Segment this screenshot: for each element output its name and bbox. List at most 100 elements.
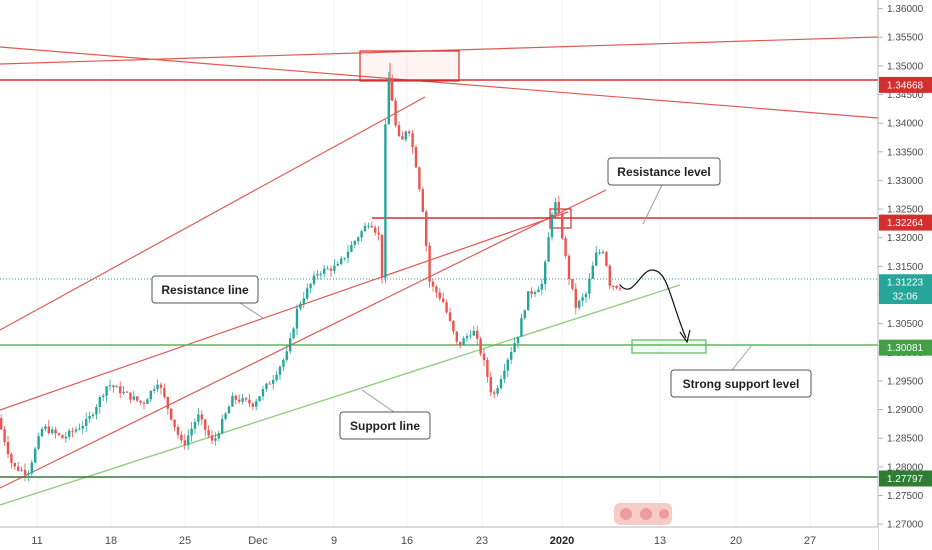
candle-body bbox=[578, 300, 581, 308]
candle-body bbox=[122, 391, 125, 394]
y-tick-label: 1.27500 bbox=[887, 491, 924, 502]
candle-body bbox=[465, 336, 469, 339]
candle-body bbox=[445, 302, 448, 313]
candle-body bbox=[64, 436, 67, 439]
candle-body bbox=[78, 428, 81, 430]
candle-body bbox=[136, 396, 139, 401]
y-tick-label: 1.35000 bbox=[887, 61, 924, 72]
candle-body bbox=[187, 435, 190, 446]
candle-body bbox=[431, 281, 435, 287]
candle-body bbox=[360, 231, 363, 238]
candle-body bbox=[377, 232, 380, 235]
top-resistance-box bbox=[359, 50, 460, 82]
resistance-touch-box bbox=[549, 208, 572, 229]
y-tick-label: 1.28500 bbox=[887, 434, 924, 445]
y-tick-label: 1.32000 bbox=[887, 233, 924, 244]
x-tick-label: 18 bbox=[105, 535, 117, 547]
time-axis[interactable]: 11 18 25 Dec 9 16 23 2020 13 20 27 bbox=[0, 526, 878, 550]
candle-body bbox=[98, 397, 101, 407]
vertical-grid bbox=[36, 0, 811, 527]
candle-body bbox=[346, 251, 350, 258]
candle-body bbox=[190, 428, 193, 436]
candle-body bbox=[10, 454, 13, 463]
y-tick-label: 1.29500 bbox=[887, 376, 924, 387]
candles bbox=[0, 63, 622, 482]
candle-body bbox=[159, 384, 163, 388]
y-tick-label: 1.33500 bbox=[887, 147, 924, 158]
candle-body bbox=[479, 338, 482, 354]
candle-body bbox=[550, 214, 554, 238]
candle-body bbox=[598, 252, 601, 254]
candle-body bbox=[129, 392, 132, 400]
plot-area bbox=[0, 0, 878, 518]
candle-body bbox=[336, 263, 339, 266]
candle-body bbox=[278, 366, 282, 375]
callout-strong-support-level: Strong support level bbox=[670, 344, 812, 398]
uptrend-channel-top-line bbox=[0, 96, 426, 331]
candle-body bbox=[438, 292, 441, 299]
y-tick-label: 1.30500 bbox=[887, 319, 924, 330]
candle-body bbox=[306, 288, 309, 299]
candle-body bbox=[17, 466, 20, 471]
candle-body bbox=[71, 430, 74, 432]
candle-body bbox=[499, 379, 503, 389]
candle-body bbox=[234, 395, 237, 400]
y-tick-label: 1.36000 bbox=[887, 4, 924, 15]
candle-body bbox=[455, 331, 458, 342]
candle-body bbox=[520, 318, 523, 337]
price-tag-label: 1.34668 bbox=[887, 80, 924, 91]
candle-body bbox=[544, 261, 547, 284]
callout-resistance-line: Resistance line bbox=[151, 275, 264, 319]
candle-body bbox=[156, 384, 159, 390]
price-axis[interactable]: 1.36000 1.35500 1.35000 1.34500 1.34000 1.335… bbox=[877, 0, 932, 550]
candle-body bbox=[193, 421, 197, 429]
candle-body bbox=[261, 389, 265, 397]
x-tick-label: 9 bbox=[331, 535, 337, 547]
candle-body bbox=[30, 462, 33, 474]
price-tag bbox=[879, 339, 932, 356]
candle-body bbox=[54, 429, 57, 434]
y-tick-label: 1.29000 bbox=[887, 405, 924, 416]
candle-body bbox=[163, 387, 166, 398]
candle-body bbox=[112, 385, 115, 388]
candle-body bbox=[442, 298, 445, 303]
price-tag-label: 32:06 bbox=[892, 292, 917, 303]
candle-body bbox=[397, 125, 401, 137]
candle-body bbox=[81, 426, 84, 429]
candle-body bbox=[401, 136, 404, 140]
candle-body bbox=[180, 434, 183, 441]
candle-body bbox=[153, 389, 156, 391]
callout-resistance-level: Resistance level bbox=[607, 157, 721, 225]
candle-body bbox=[428, 245, 431, 282]
candle-body bbox=[482, 353, 486, 361]
candle-body bbox=[40, 428, 44, 437]
candle-body bbox=[486, 360, 489, 378]
candle-body bbox=[469, 335, 472, 337]
candle-body bbox=[166, 397, 169, 409]
candle-body bbox=[119, 386, 122, 394]
candle-body bbox=[584, 293, 588, 298]
horizontal-levels bbox=[0, 79, 878, 478]
candle-body bbox=[370, 225, 373, 228]
candle-body bbox=[132, 396, 135, 400]
candle-body bbox=[34, 448, 37, 463]
uptrend-channel-mid-line bbox=[0, 211, 569, 411]
candle-body bbox=[44, 426, 47, 429]
uptrend-channel-low-line bbox=[0, 189, 607, 489]
candle-body bbox=[258, 396, 261, 402]
candle-body bbox=[367, 225, 370, 227]
x-tick-label: 2020 bbox=[550, 535, 574, 547]
candle-body bbox=[292, 328, 295, 339]
candle-body bbox=[238, 399, 241, 402]
candle-body bbox=[564, 238, 567, 256]
candle-body bbox=[37, 436, 40, 449]
candle-body bbox=[547, 237, 550, 262]
price-tag-label: 1.31223 bbox=[887, 278, 924, 289]
candle-body bbox=[523, 310, 526, 319]
candle-body bbox=[149, 390, 152, 400]
candle-body bbox=[476, 330, 479, 339]
candle-body bbox=[516, 336, 520, 344]
y-tick-label: 1.32500 bbox=[887, 205, 924, 216]
candle-body bbox=[340, 258, 343, 264]
